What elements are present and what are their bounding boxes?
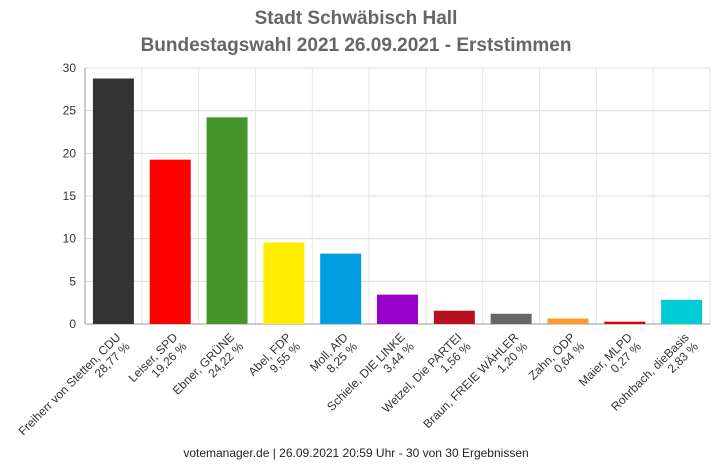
- bar: [433, 310, 475, 324]
- y-tick-label: 10: [63, 232, 77, 246]
- bar: [92, 78, 134, 324]
- bar: [149, 159, 191, 324]
- bar: [547, 318, 589, 324]
- bar: [206, 117, 248, 325]
- x-tick-label: Freiherr von Stetten, CDU28,77 %: [16, 330, 133, 446]
- y-tick-label: 30: [63, 61, 77, 75]
- x-tick-name: Freiherr von Stetten, CDU: [16, 330, 124, 438]
- bar-chart: 0 5 10 15 20 25 30 Freiherr von Stetten, CDU28,…: [16, 61, 711, 446]
- bar: [263, 242, 305, 324]
- y-tick-label: 20: [63, 146, 77, 160]
- y-tick-label: 15: [63, 189, 77, 203]
- footer-source: votemanager.de | 26.09.2021 20:59 Uhr - …: [183, 446, 529, 460]
- bar: [490, 313, 532, 324]
- chart-title: Stadt Schwäbisch Hall: [254, 8, 458, 29]
- y-tick-label: 5: [69, 274, 76, 288]
- y-tick-label: 25: [63, 104, 77, 118]
- bar: [661, 299, 703, 324]
- bar: [604, 321, 646, 324]
- bar: [320, 253, 362, 324]
- x-tick-label: Abel, FDP9,55 %: [245, 330, 303, 388]
- chart-subtitle: Bundestagswahl 2021 26.09.2021 - Erststi…: [140, 35, 572, 56]
- bar: [377, 294, 418, 324]
- y-tick-label: 0: [69, 317, 76, 331]
- x-tick-name: Braun, FREIE WÄHLER: [420, 330, 521, 431]
